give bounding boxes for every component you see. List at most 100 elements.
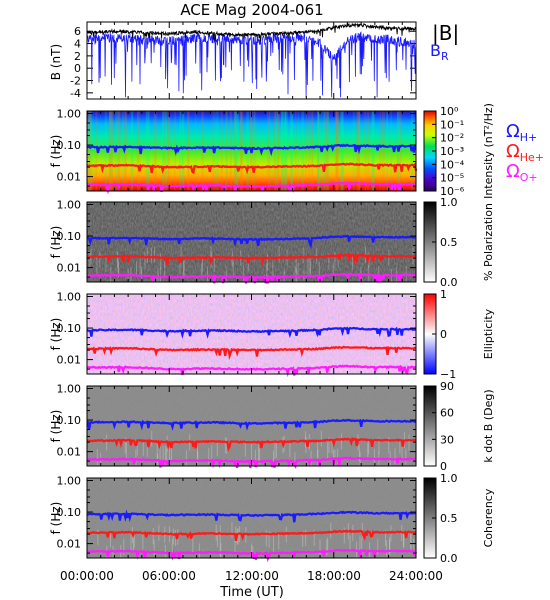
y-tick-label: 0.10 [57, 322, 82, 335]
low-freq-streak [117, 256, 119, 273]
low-freq-streak [367, 438, 369, 455]
low-freq-streak [106, 434, 108, 451]
low-freq-streak [358, 445, 360, 462]
y-tick-label: -2 [70, 75, 81, 88]
low-freq-streak [146, 247, 148, 264]
low-freq-streak [259, 448, 261, 465]
intensity-streak [136, 111, 140, 191]
low-freq-streak [146, 440, 148, 457]
intensity-colorbar-label: Intensity (nT²/Hz) [482, 103, 495, 199]
field-y-label: B (nT) [49, 44, 63, 80]
intensity-streak [91, 111, 94, 191]
low-freq-streak [160, 253, 162, 270]
intensity-streak [311, 111, 314, 191]
low-freq-streak [99, 251, 101, 268]
colorbar-tick-label: 10⁰ [440, 105, 459, 118]
low-freq-streak [197, 442, 199, 459]
low-freq-streak [183, 261, 185, 278]
low-freq-streak [247, 255, 249, 272]
low-freq-streak [268, 531, 270, 548]
low-freq-streak [320, 430, 322, 447]
low-freq-streak [317, 449, 319, 466]
low-freq-streak [399, 437, 401, 454]
low-freq-streak [139, 258, 141, 275]
low-freq-streak [401, 445, 403, 462]
intensity-streak [341, 111, 344, 191]
low-freq-streak [192, 538, 194, 555]
intensity-streak [311, 111, 313, 191]
low-freq-streak [133, 535, 135, 552]
y-tick-label: 0.01 [57, 446, 82, 459]
intensity-streak [283, 111, 286, 191]
low-freq-streak [125, 442, 127, 459]
intensity-streak [273, 111, 276, 191]
low-freq-streak [389, 539, 391, 556]
low-freq-streak [136, 261, 138, 278]
low-freq-streak [349, 535, 351, 552]
low-freq-streak [207, 267, 209, 284]
low-freq-streak [307, 258, 309, 275]
kdotb-panel: 1.00 0.10 0.01 f (Hz) 90 60 30 0 k dot B (Deg) [49, 380, 495, 473]
colorbar-tick-label: 60 [440, 407, 454, 420]
kdotb-colorbar [423, 385, 437, 467]
intensity-streak [336, 111, 340, 191]
low-freq-streak [135, 449, 137, 466]
intensity-streak [182, 111, 185, 191]
intensity-streak [400, 111, 402, 191]
low-freq-streak [118, 262, 120, 279]
intensity-streak [234, 111, 236, 191]
low-freq-streak [337, 251, 339, 268]
low-freq-streak [403, 532, 405, 549]
low-freq-streak [171, 538, 173, 555]
intensity-streak [241, 111, 243, 191]
intensity-streak [386, 111, 389, 191]
intensity-streak [291, 111, 293, 191]
low-freq-streak [318, 261, 320, 278]
low-freq-streak [309, 261, 311, 278]
intensity-streak [390, 111, 392, 191]
intensity-streak [334, 111, 337, 191]
low-freq-streak [352, 524, 354, 541]
intensity-streak [367, 111, 370, 191]
intensity-streak [145, 111, 149, 191]
intensity-streak [284, 111, 287, 191]
low-freq-streak [159, 443, 161, 460]
low-freq-streak [388, 249, 390, 266]
intensity-streak [181, 111, 185, 191]
low-freq-streak [144, 252, 146, 269]
low-freq-streak [216, 531, 218, 548]
coherency-panel: 1.00 0.10 0.01 f (Hz) 1.0 0.5 0.0 Coherency [49, 472, 495, 565]
intensity-streak [274, 111, 278, 191]
intensity-streak [154, 111, 157, 191]
intensity-streak [266, 111, 270, 191]
low-freq-streak [274, 443, 276, 460]
low-freq-streak [328, 253, 330, 270]
low-freq-streak [326, 539, 328, 556]
y-tick-label: 4 [74, 38, 81, 51]
intensity-streak [89, 111, 93, 191]
trace-helium [86, 436, 417, 453]
intensity-streak [88, 111, 90, 191]
colorbar-tick-label: 10⁻⁵ [440, 172, 464, 185]
intensity-streak [163, 111, 166, 191]
intensity-streak [326, 111, 330, 191]
intensity-streak [216, 111, 219, 191]
intensity-streak [153, 111, 157, 191]
low-freq-streak [215, 524, 217, 541]
low-freq-streak [124, 437, 126, 454]
intensity-streak [284, 111, 288, 191]
low-freq-streak [386, 540, 388, 557]
low-freq-streak [330, 522, 332, 539]
low-freq-streak [123, 538, 125, 555]
coherency-y-label: f (Hz) [49, 502, 63, 535]
low-freq-streak [272, 536, 274, 553]
low-freq-streak [162, 446, 164, 463]
intensity-streak [235, 111, 238, 191]
intensity-streak [235, 111, 238, 191]
low-freq-streak [180, 246, 182, 263]
low-freq-streak [377, 538, 379, 555]
intensity-streak [278, 111, 280, 191]
low-freq-streak [361, 538, 363, 555]
low-freq-streak [179, 257, 181, 274]
